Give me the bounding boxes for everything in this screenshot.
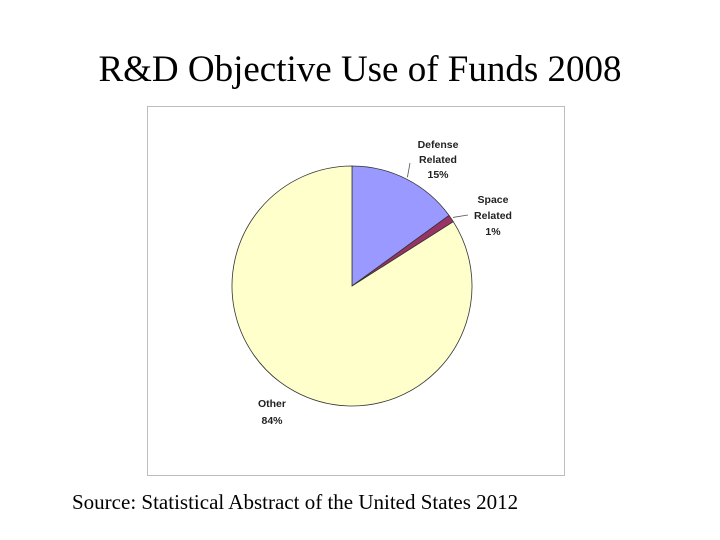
slice-pct-label-defense: 15%: [427, 169, 449, 181]
leader-line-space: [452, 214, 469, 218]
leader-line-defense: [406, 162, 411, 178]
pie-slice-other: [231, 165, 473, 407]
pie-chart-frame: Defense Related 15% Space Related 1% Oth…: [147, 106, 565, 476]
pie-chart: Defense Related 15% Space Related 1% Oth…: [231, 139, 512, 427]
slice-label-line2-defense: Related: [419, 154, 457, 166]
pie-slice-defense: [351, 165, 450, 287]
slice-label-line1-defense: Defense: [418, 139, 459, 151]
slice-pct-label-other: 84%: [261, 415, 283, 427]
slice-pct-label-space: 1%: [485, 226, 501, 238]
slice-label-line1-space: Space: [478, 194, 509, 206]
slice-label-line2-space: Related: [474, 210, 512, 222]
source-citation: Source: Statistical Abstract of the Unit…: [72, 490, 519, 514]
slide-title: R&D Objective Use of Funds 2008: [98, 49, 622, 90]
slice-label-line1-other: Other: [258, 398, 286, 410]
